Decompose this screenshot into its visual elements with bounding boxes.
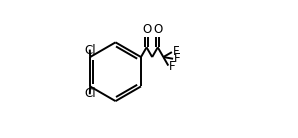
Text: O: O bbox=[153, 23, 162, 36]
Text: F: F bbox=[173, 45, 179, 58]
Text: Cl: Cl bbox=[84, 87, 96, 100]
Text: F: F bbox=[169, 60, 176, 73]
Text: Cl: Cl bbox=[84, 44, 96, 57]
Text: F: F bbox=[174, 52, 181, 65]
Text: O: O bbox=[142, 23, 151, 36]
